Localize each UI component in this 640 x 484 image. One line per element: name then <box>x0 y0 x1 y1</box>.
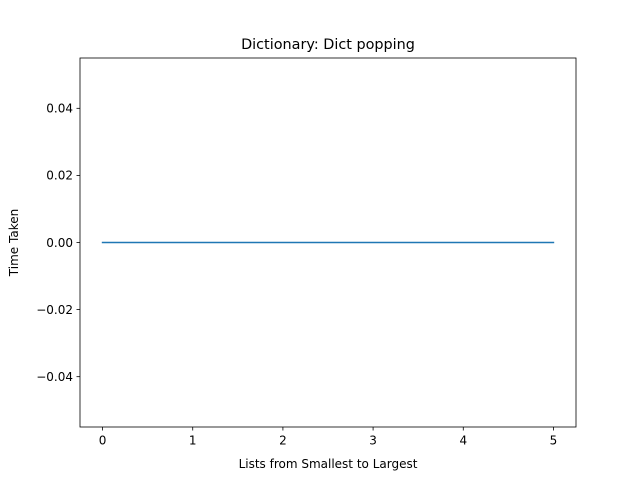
x-axis-ticks: 0 1 2 3 4 5 <box>99 427 558 448</box>
y-tick-label: 0.02 <box>46 169 73 183</box>
x-tick-label: 5 <box>550 434 558 448</box>
x-tick-label: 2 <box>279 434 287 448</box>
x-tick-label: 3 <box>369 434 377 448</box>
x-tick-label: 1 <box>189 434 197 448</box>
y-tick-label: 0.04 <box>46 102 73 116</box>
chart-title: Dictionary: Dict popping <box>241 37 415 53</box>
plot-area <box>79 57 577 428</box>
y-tick-label: −0.04 <box>36 370 73 384</box>
y-axis-ticks: 0.04 0.02 0.00 −0.02 −0.04 <box>36 102 80 384</box>
x-tick-label: 4 <box>459 434 467 448</box>
y-axis-label: Time Taken <box>7 209 21 277</box>
y-tick-label: −0.02 <box>36 303 73 317</box>
y-tick-label: 0.00 <box>46 236 73 250</box>
x-tick-label: 0 <box>99 434 107 448</box>
x-axis-label: Lists from Smallest to Largest <box>239 457 418 471</box>
